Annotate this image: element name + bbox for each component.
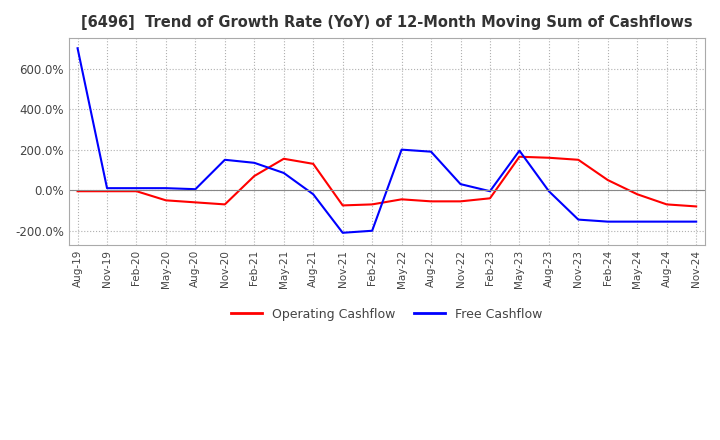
- Legend: Operating Cashflow, Free Cashflow: Operating Cashflow, Free Cashflow: [226, 303, 548, 326]
- Title: [6496]  Trend of Growth Rate (YoY) of 12-Month Moving Sum of Cashflows: [6496] Trend of Growth Rate (YoY) of 12-…: [81, 15, 693, 30]
